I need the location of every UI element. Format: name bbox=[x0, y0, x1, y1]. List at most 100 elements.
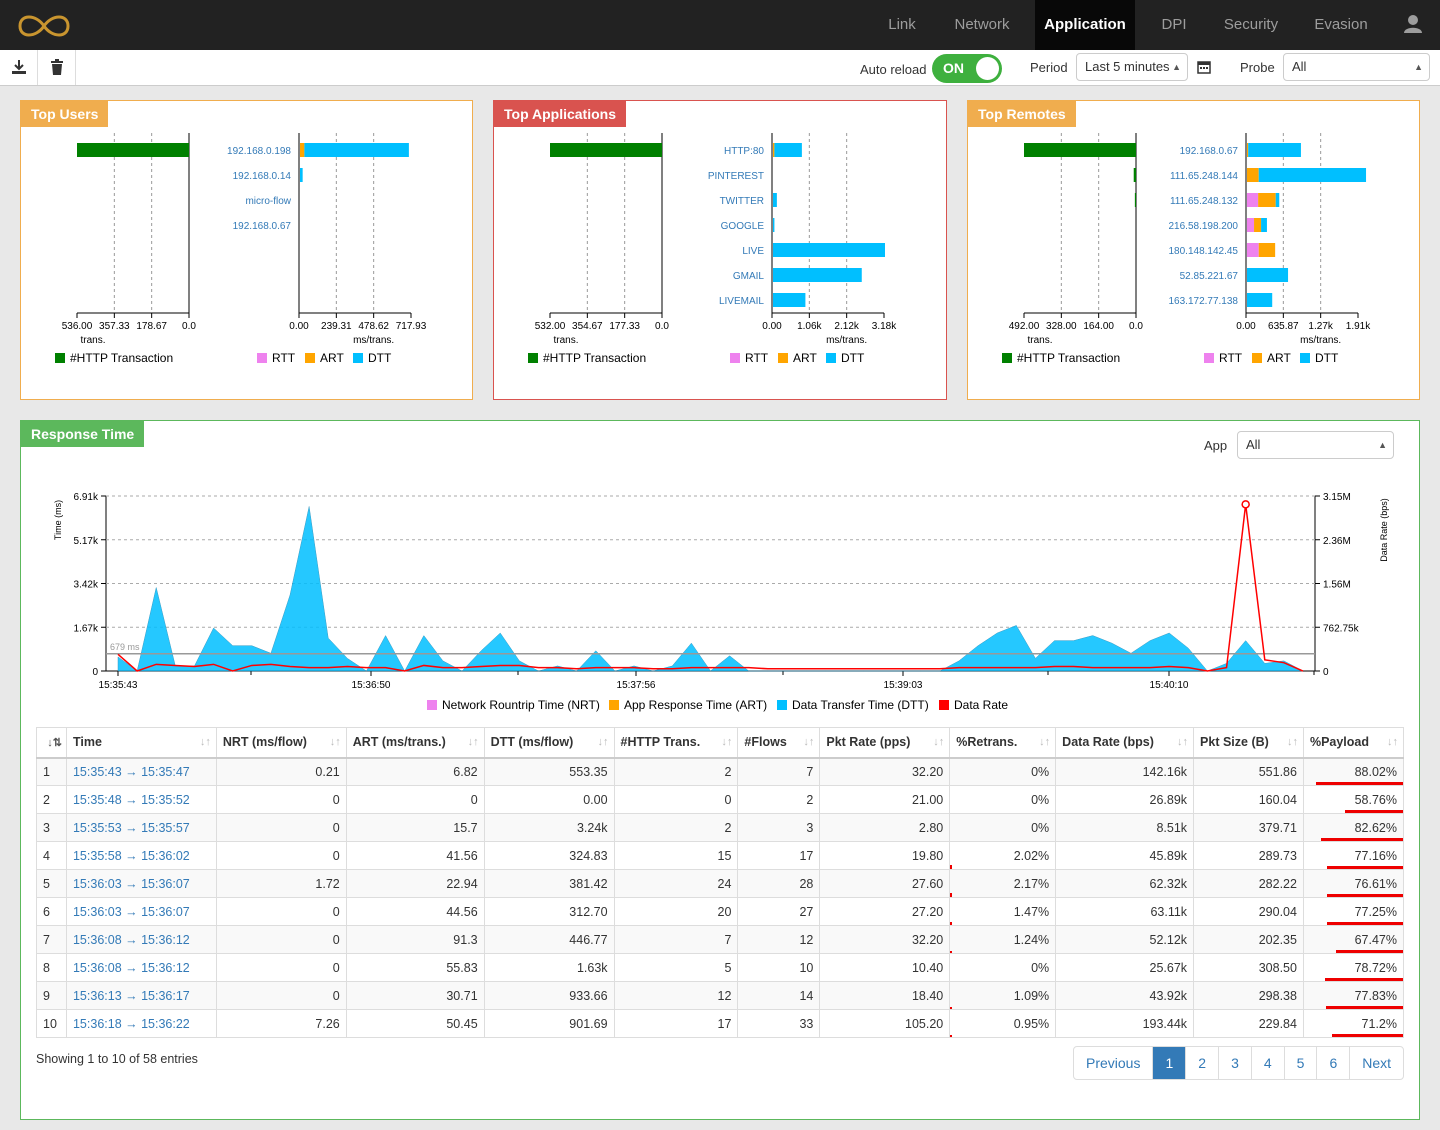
page-button[interactable]: 6 bbox=[1317, 1047, 1351, 1079]
retrans-bar bbox=[950, 922, 953, 925]
page-button[interactable]: 4 bbox=[1252, 1047, 1285, 1079]
cell-value: 15:36:08 → 15:36:12 bbox=[72, 932, 190, 947]
page-button[interactable]: 3 bbox=[1219, 1047, 1252, 1079]
table-cell: 2.17% bbox=[949, 869, 1057, 898]
cell-value: 379.71 bbox=[1258, 820, 1297, 835]
legend-swatch bbox=[778, 353, 788, 363]
column-header[interactable]: Data Rate (bps) ↓↑ bbox=[1055, 727, 1195, 759]
table-cell[interactable]: 15:36:08 → 15:36:12 bbox=[65, 925, 217, 954]
download-button[interactable] bbox=[0, 50, 38, 85]
table-cell: 0% bbox=[949, 813, 1057, 842]
table-cell[interactable]: 15:35:58 → 15:36:02 bbox=[65, 841, 217, 870]
table-cell: 1.63k bbox=[483, 953, 615, 982]
cell-value: 1.24% bbox=[1013, 932, 1050, 947]
column-header[interactable]: %Retrans. ↓↑ bbox=[949, 727, 1057, 759]
column-header[interactable]: %Payload ↓↑ bbox=[1302, 727, 1405, 759]
table-cell: 0 bbox=[215, 925, 347, 954]
column-header[interactable]: ↓⇅ bbox=[36, 727, 67, 759]
column-header-label: Time bbox=[72, 735, 102, 750]
page-button[interactable]: 1 bbox=[1153, 1047, 1187, 1079]
retrans-bar bbox=[950, 1035, 953, 1037]
table-cell[interactable]: 15:36:08 → 15:36:12 bbox=[65, 953, 217, 982]
delete-button[interactable] bbox=[38, 50, 76, 85]
table-cell: 7 bbox=[36, 925, 67, 954]
sort-icon: ↓↑ bbox=[1039, 736, 1051, 748]
column-header[interactable]: Pkt Size (B) ↓↑ bbox=[1193, 727, 1304, 759]
legend-swatch bbox=[730, 353, 740, 363]
column-header[interactable]: DTT (ms/flow) ↓↑ bbox=[483, 727, 615, 759]
table-cell: 551.86 bbox=[1193, 757, 1304, 786]
cell-value: 553.35 bbox=[569, 764, 608, 779]
calendar-icon[interactable] bbox=[1197, 60, 1211, 74]
nav-dpi[interactable]: DPI bbox=[1161, 16, 1187, 33]
dtt-bar bbox=[304, 143, 409, 157]
select-arrows-icon: ▲ bbox=[1378, 440, 1387, 450]
nav-application[interactable]: Application bbox=[1035, 0, 1135, 50]
table-cell: 2 bbox=[36, 785, 67, 814]
probe-select[interactable]: All ▲ bbox=[1283, 53, 1430, 81]
table-cell: 0% bbox=[949, 953, 1057, 982]
previous-page-button[interactable]: Previous bbox=[1074, 1047, 1154, 1079]
cell-value: 901.69 bbox=[569, 1016, 608, 1031]
column-header[interactable]: #Flows ↓↑ bbox=[737, 727, 821, 759]
next-page-button[interactable]: Next bbox=[1362, 1055, 1392, 1071]
cell-value: 0 bbox=[332, 792, 340, 807]
cell-value: 7 bbox=[724, 932, 732, 947]
table-row: 2 15:35:48 → 15:35:52 0 0 0.00 0 2 21.00 0% 26.89… bbox=[36, 785, 1405, 814]
item-label: 216.58.198.200 bbox=[1168, 221, 1238, 232]
table-cell: 28 bbox=[737, 869, 821, 898]
cell-value: 12 bbox=[799, 932, 814, 947]
y-right-tick-label: 1.56M bbox=[1323, 580, 1351, 591]
column-header[interactable]: ART (ms/trans.) ↓↑ bbox=[345, 727, 485, 759]
cell-value: 202.35 bbox=[1258, 932, 1297, 947]
table-cell: 10 bbox=[737, 953, 821, 982]
column-header[interactable]: Pkt Rate (pps) ↓↑ bbox=[819, 727, 951, 759]
table-cell: 229.84 bbox=[1193, 1009, 1304, 1038]
table-cell[interactable]: 15:35:48 → 15:35:52 bbox=[65, 785, 217, 814]
table-cell: 27.20 bbox=[819, 897, 951, 926]
table-cell: 19.80 bbox=[819, 841, 951, 870]
table-cell: 12 bbox=[737, 925, 821, 954]
cell-value: 12 bbox=[717, 988, 732, 1003]
probe-value: All bbox=[1292, 59, 1307, 74]
column-header[interactable]: Time ↓↑ bbox=[65, 727, 217, 759]
cell-value: 160.04 bbox=[1258, 792, 1297, 807]
item-label: GOOGLE bbox=[721, 221, 765, 232]
table-cell: 25.67k bbox=[1055, 953, 1195, 982]
table-cell[interactable]: 15:36:13 → 15:36:17 bbox=[65, 981, 217, 1010]
table-cell[interactable]: 15:35:43 → 15:35:47 bbox=[65, 757, 217, 786]
table-cell: 0% bbox=[949, 785, 1057, 814]
dtt-bar bbox=[1247, 268, 1289, 282]
page-button[interactable]: 2 bbox=[1186, 1047, 1220, 1079]
page-button[interactable]: 5 bbox=[1285, 1047, 1318, 1079]
auto-reload-toggle[interactable]: ON bbox=[932, 54, 1002, 83]
threshold-label: 679 ms bbox=[110, 642, 140, 652]
column-header-label: NRT (ms/flow) bbox=[222, 735, 307, 750]
table-cell[interactable]: 15:35:53 → 15:35:57 bbox=[65, 813, 217, 842]
nav-evasion[interactable]: Evasion bbox=[1314, 16, 1368, 33]
sort-icon: ↓↑ bbox=[803, 736, 815, 748]
axis-unit-label: ms/trans. bbox=[826, 335, 867, 346]
column-header[interactable]: NRT (ms/flow) ↓↑ bbox=[215, 727, 347, 759]
nav-network[interactable]: Network bbox=[954, 16, 1010, 33]
infinity-logo-icon[interactable] bbox=[16, 12, 72, 40]
panel-title: Top Applications bbox=[494, 101, 626, 127]
period-select[interactable]: Last 5 minutes ▲ bbox=[1076, 53, 1188, 81]
column-header[interactable]: #HTTP Trans. ↓↑ bbox=[613, 727, 739, 759]
table-cell: 2 bbox=[613, 757, 739, 786]
table-cell[interactable]: 15:36:03 → 15:36:07 bbox=[65, 897, 217, 926]
nav-link[interactable]: Link bbox=[888, 16, 916, 33]
cell-value: 193.44k bbox=[1142, 1016, 1188, 1031]
cell-value: 15:36:13 → 15:36:17 bbox=[72, 988, 190, 1003]
user-icon[interactable] bbox=[1402, 13, 1424, 35]
tick-label: 1.06k bbox=[797, 321, 822, 332]
y-right-tick-label: 0 bbox=[1323, 667, 1329, 678]
cell-value: 298.38 bbox=[1258, 988, 1297, 1003]
download-icon bbox=[12, 60, 26, 74]
table-cell[interactable]: 15:36:03 → 15:36:07 bbox=[65, 869, 217, 898]
table-cell: 142.16k bbox=[1055, 757, 1195, 786]
period-value: Last 5 minutes bbox=[1085, 59, 1170, 74]
app-select[interactable]: All ▲ bbox=[1237, 431, 1394, 459]
nav-security[interactable]: Security bbox=[1223, 16, 1279, 33]
table-cell[interactable]: 15:36:18 → 15:36:22 bbox=[65, 1009, 217, 1038]
